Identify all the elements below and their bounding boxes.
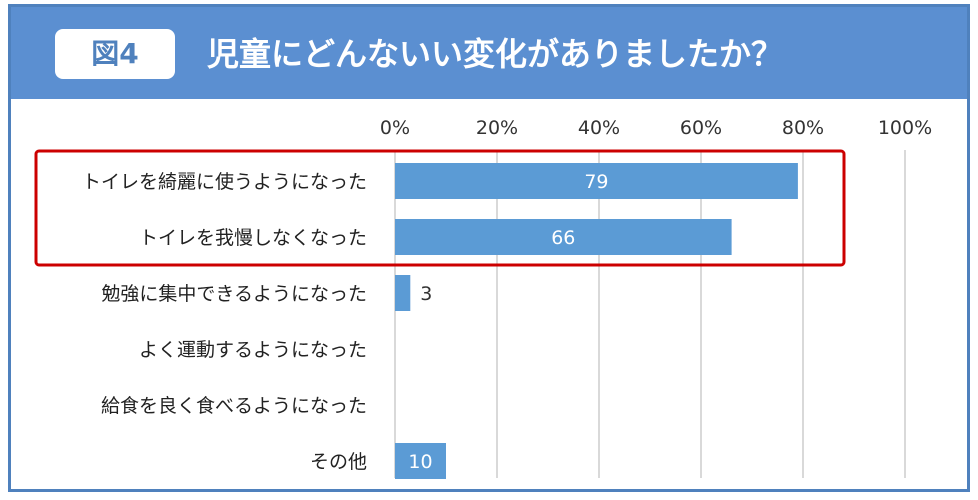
category-label: トイレを綺麗に使うようになった xyxy=(82,171,367,193)
category-label: よく運動するようになった xyxy=(139,339,367,361)
data-label: 66 xyxy=(551,227,575,249)
bar xyxy=(395,219,732,255)
bar xyxy=(395,275,411,311)
x-tick-label: 40% xyxy=(578,117,620,139)
x-tick-label: 20% xyxy=(476,117,518,139)
data-label: 79 xyxy=(584,171,608,193)
x-tick-label: 60% xyxy=(680,117,722,139)
category-label: その他 xyxy=(310,451,367,473)
bar xyxy=(395,443,446,479)
x-tick-label: 0% xyxy=(380,117,410,139)
figure-frame: 図4 児童にどんないい変化がありましたか？ xyxy=(8,4,970,492)
category-label: トイレを我慢しなくなった xyxy=(139,227,367,249)
data-label: 3 xyxy=(420,283,432,305)
figure-header: 図4 児童にどんないい変化がありましたか？ xyxy=(11,7,967,99)
data-label: 10 xyxy=(408,451,432,473)
x-tick-label: 80% xyxy=(782,117,824,139)
category-label: 給食を良く食べるようになった xyxy=(101,395,367,417)
bar xyxy=(395,163,798,199)
chart-title: 児童にどんないい変化がありましたか？ xyxy=(207,35,784,73)
x-tick-label: 100% xyxy=(878,117,932,139)
category-label: 勉強に集中できるようになった xyxy=(101,283,367,305)
figure-number-badge: 図4 xyxy=(55,29,175,79)
highlight-box xyxy=(34,149,846,267)
